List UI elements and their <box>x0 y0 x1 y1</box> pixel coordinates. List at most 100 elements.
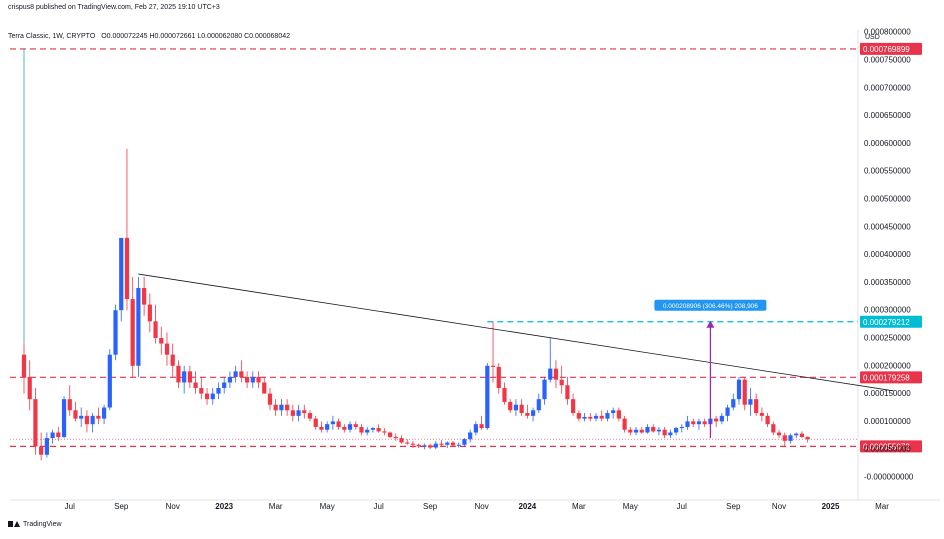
candle-body <box>513 404 519 411</box>
candle-body <box>542 379 547 400</box>
y-tick-label: 0.000300000 <box>864 306 911 315</box>
candle-body <box>73 410 78 419</box>
x-tick-label: May <box>320 502 335 511</box>
level-price-label: 0.000179258 <box>863 373 910 382</box>
candle-body <box>370 428 376 430</box>
candle-body <box>347 424 353 430</box>
x-tick-label: Jul <box>65 502 75 511</box>
candle-body <box>519 404 524 414</box>
candle-body <box>136 287 141 366</box>
candle-body <box>285 404 290 411</box>
x-tick-label: Mar <box>572 502 586 511</box>
candle-body <box>113 310 118 355</box>
x-tick-label: 2024 <box>518 502 536 511</box>
candle-body <box>748 399 753 405</box>
candle-body <box>593 415 599 419</box>
candle-body <box>204 393 210 400</box>
drawings: 0.000208906 (306.46%) 208,906 <box>138 273 894 439</box>
candle-body <box>262 382 267 394</box>
candle-body <box>273 404 278 411</box>
candle-body <box>571 399 576 414</box>
candle-body <box>599 415 604 419</box>
price-axis[interactable]: 0.000800000 0.000750000 0.000700000 0.00065… <box>864 28 914 482</box>
candle-body <box>536 399 541 411</box>
candle-body <box>530 410 536 416</box>
candle-body <box>399 438 404 443</box>
candle-body <box>142 287 147 305</box>
candle-body <box>353 424 358 427</box>
level-price-label: 0.000055072 <box>863 442 910 451</box>
candle-body <box>359 426 364 433</box>
candle-body <box>222 382 227 389</box>
candle-body <box>50 432 55 439</box>
candle-body <box>56 432 61 437</box>
time-axis[interactable]: Jul Sep Nov 2023 Mar May Jul Sep Nov 2024 Mar May Ju… <box>65 502 890 511</box>
symbol-legend[interactable]: Terra Classic, 1W, CRYPTO O0.000072245 H… <box>8 33 290 40</box>
candle-body <box>410 443 416 445</box>
candle-body <box>342 426 347 430</box>
candle-body <box>21 354 27 377</box>
candle-body <box>565 385 570 400</box>
candle-body <box>147 304 152 322</box>
candle-body <box>662 429 667 436</box>
candle-body <box>490 365 496 367</box>
candle-body <box>633 429 639 433</box>
candle-body <box>525 413 530 416</box>
candle-body <box>302 410 307 414</box>
tradingview-footer[interactable]: TradingView <box>8 520 62 528</box>
candle-body <box>428 445 433 448</box>
y-tick-label: 0.000150000 <box>864 389 911 398</box>
candle-body <box>250 376 255 383</box>
level-lines: 0.000769899 0.000179258 0.000055072 0.00027… <box>10 42 922 453</box>
candle-body <box>193 382 198 389</box>
symbol-label: Terra Classic, 1W, CRYPTO <box>8 33 96 40</box>
x-tick-label: Nov <box>772 502 786 511</box>
candle-body <box>119 237 124 311</box>
candle-body <box>656 429 662 432</box>
candle-body <box>508 401 513 411</box>
measure-arrow-head <box>706 320 715 328</box>
x-tick-label: Nov <box>474 502 488 511</box>
candle-body <box>387 432 393 437</box>
candle-body <box>433 443 438 448</box>
candle-body <box>771 424 776 433</box>
candle-body <box>696 421 702 425</box>
candle-body <box>376 428 381 432</box>
candle-body <box>582 416 587 419</box>
candle-body <box>799 433 805 437</box>
candle-body <box>731 399 736 408</box>
candle-body <box>405 442 410 444</box>
level-price-tag <box>860 440 922 453</box>
candle-body <box>548 368 553 380</box>
candle-body <box>668 432 673 436</box>
candle-body <box>84 415 90 425</box>
candle-body <box>319 426 324 430</box>
candle-body <box>611 410 616 414</box>
candle-body <box>416 444 421 447</box>
x-tick-label: Jul <box>677 502 687 511</box>
x-tick-label: Nov <box>166 502 180 511</box>
candle-body <box>588 416 593 419</box>
x-tick-label: Mar <box>875 502 889 511</box>
candle-body <box>736 379 742 400</box>
candle-body <box>462 439 467 445</box>
candle-body <box>67 399 72 411</box>
x-tick-label: Jul <box>374 502 384 511</box>
candle-body <box>496 366 501 389</box>
ohlc-values: O0.000072245 H0.000072661 L0.000062080 C… <box>101 33 291 40</box>
candle-body <box>685 421 690 427</box>
candle-body <box>639 429 644 433</box>
y-tick-label: 0.000100000 <box>864 417 911 426</box>
candle-body <box>290 410 295 416</box>
candle-body <box>645 426 650 433</box>
candle-body <box>473 424 478 433</box>
candle-body <box>422 445 427 447</box>
candle-body <box>296 410 301 416</box>
x-tick-label: May <box>623 502 638 511</box>
candle-body <box>754 399 759 414</box>
candle-body <box>759 413 764 416</box>
y-tick-label: 0.000700000 <box>864 83 911 92</box>
candle-body <box>33 399 38 447</box>
level-price-tag <box>860 42 922 55</box>
